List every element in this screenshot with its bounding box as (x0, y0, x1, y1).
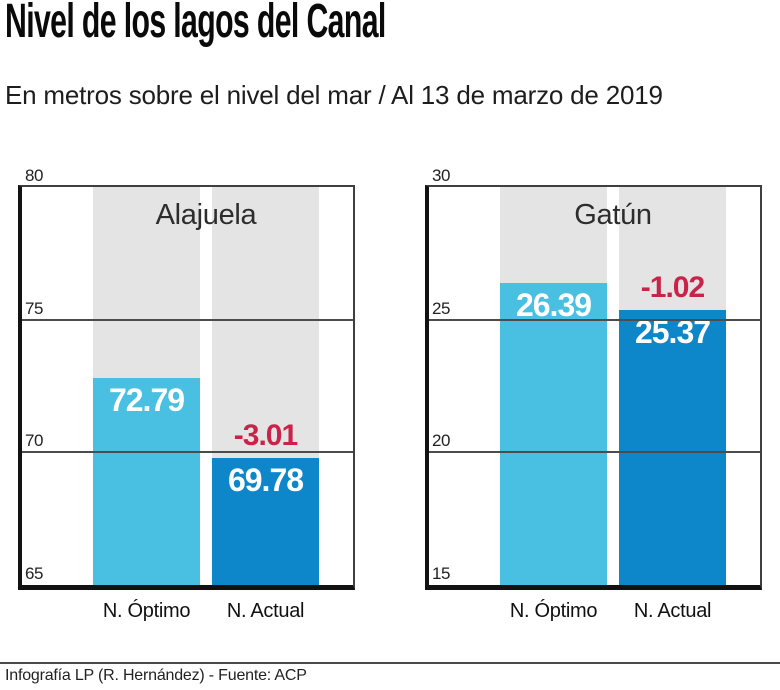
y-tick-80: 80 (25, 166, 43, 185)
bar-value-optimo: 26.39 (515, 286, 592, 323)
x-axis-labels-gatun: N. Óptimo N. Actual (429, 600, 760, 626)
y-tick-65: 65 (25, 564, 43, 583)
gridline-75 (22, 318, 353, 321)
x-label-optimo: N. Óptimo (102, 600, 191, 622)
column-bg-actual: -3.01 69.78 (212, 187, 319, 585)
gridline-25 (429, 318, 760, 321)
x-label-actual: N. Actual (226, 600, 305, 622)
bar-actual: 25.37 (619, 309, 726, 585)
page-title: Nivel de los lagos del Canal (5, 0, 386, 48)
bar-optimo: 72.79 (93, 378, 200, 585)
x-label-optimo: N. Óptimo (509, 600, 598, 622)
chart-title-gatun: Gatún (574, 199, 652, 231)
diff-label: -1.02 (640, 270, 705, 304)
column-bg-optimo: 26.39 (500, 187, 607, 585)
bar-value-actual: 69.78 (227, 462, 304, 499)
page-subtitle: En metros sobre el nivel del mar / Al 13… (5, 80, 663, 110)
bar-value-optimo: 72.79 (108, 382, 185, 419)
y-tick-25: 25 (432, 298, 450, 318)
x-axis-labels-alajuela: N. Óptimo N. Actual (22, 600, 353, 626)
x-label-actual: N. Actual (633, 600, 712, 622)
bar-actual: 69.78 (212, 458, 319, 585)
footer-divider (0, 662, 780, 664)
bar-optimo: 26.39 (500, 282, 607, 585)
y-tick-75: 75 (25, 298, 43, 318)
y-tick-20: 20 (432, 431, 450, 451)
gridline-70 (22, 451, 353, 454)
chart-panel-gatun: Gatún 26.39 -1.02 25.37 30 25 20 15 (425, 166, 762, 590)
footer-credit: Infografía LP (R. Hernández) - Fuente: A… (5, 667, 307, 684)
chart-panel-alajuela: Alajuela 72.79 -3.01 69.78 80 75 70 65 (18, 166, 355, 590)
y-tick-15: 15 (432, 564, 450, 583)
chart-title-alajuela: Alajuela (155, 199, 257, 231)
column-bg-optimo: 72.79 (93, 187, 200, 585)
y-tick-70: 70 (25, 431, 43, 451)
y-tick-30: 30 (432, 166, 450, 185)
diff-label: -3.01 (233, 419, 298, 453)
column-bg-actual: -1.02 25.37 (619, 187, 726, 585)
gridline-20 (429, 451, 760, 454)
